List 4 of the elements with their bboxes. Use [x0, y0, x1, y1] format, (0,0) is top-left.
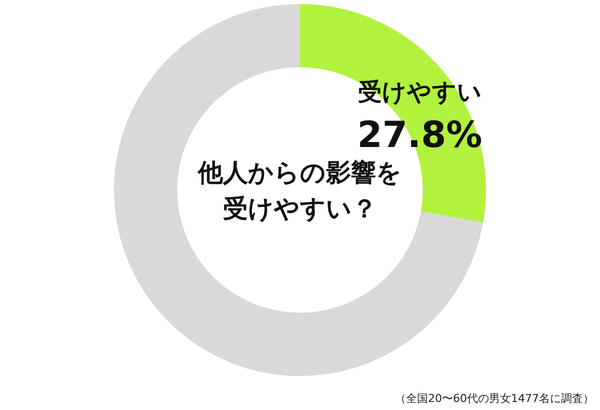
- donut-slice: [300, 4, 486, 223]
- donut-slice: [114, 4, 484, 376]
- text: 他人からの影響を受けやすい？: [197, 158, 402, 223]
- text: （全国20〜60代の男女1477名に調査）: [395, 392, 594, 405]
